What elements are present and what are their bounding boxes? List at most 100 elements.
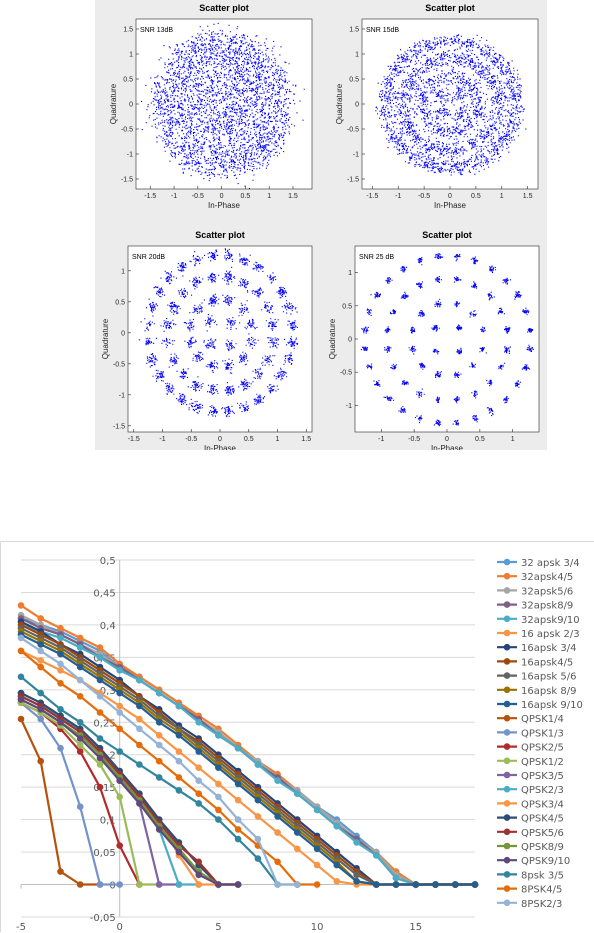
y-tick-label: 0,15 (93, 783, 115, 794)
legend-item: 16apsk 3/4 (497, 643, 576, 654)
x-tick-label: 0 (220, 193, 224, 200)
x-tick-label: 5 (215, 922, 221, 933)
scatter-axes-box (135, 18, 313, 190)
data-point (136, 715, 143, 723)
y-tick-label: -0.5 (113, 361, 125, 368)
x-tick-label: -1 (378, 436, 384, 443)
legend-item: 8psk 3/5 (497, 870, 564, 881)
data-point (215, 732, 222, 739)
scatter-point-cloud (141, 22, 305, 190)
series-line (20, 614, 475, 886)
y-tick-label: -1.5 (121, 177, 133, 184)
data-point (155, 881, 163, 888)
legend-item: 8PSK2/3 (497, 899, 562, 910)
data-point (195, 790, 202, 797)
x-axis-label: In-Phase (208, 201, 241, 210)
legend-item: 32apsk9/10 (497, 615, 580, 626)
data-point (136, 702, 143, 710)
legend-item: 16 apsk 2/3 (497, 629, 580, 640)
data-point (76, 663, 84, 671)
data-point (17, 696, 25, 703)
series-2 (17, 611, 479, 888)
data-point (412, 881, 420, 888)
y-tick-label: -0.5 (121, 127, 133, 134)
data-point (76, 634, 84, 642)
series-group (17, 602, 479, 888)
x-tick-label: -1.5 (144, 193, 156, 200)
x-axis-label: In-Phase (204, 444, 237, 450)
series-line (20, 650, 318, 886)
data-point (333, 878, 341, 885)
legend-swatch-marker (503, 743, 511, 750)
legend-item: 8PSK4/5 (497, 885, 562, 896)
legend-swatch-marker (503, 572, 511, 580)
data-point (37, 657, 44, 664)
data-point (215, 780, 222, 788)
x-tick-label: 1 (276, 436, 280, 443)
data-point (76, 748, 84, 755)
data-point (37, 757, 44, 765)
legend-swatch-marker (503, 885, 511, 892)
y-tick-label: -1 (127, 152, 133, 159)
y-tick-label: 0,1 (100, 816, 116, 827)
data-point (234, 835, 242, 843)
y-axis-label: Quadrature (101, 318, 110, 359)
legend-label: QPSK9/10 (521, 856, 570, 867)
data-point (17, 673, 25, 681)
legend-swatch-marker (503, 672, 511, 679)
data-point (254, 761, 262, 768)
scatter-title: Scatter plot (195, 230, 245, 240)
x-tick-label: -1 (395, 193, 401, 200)
data-point (234, 826, 242, 833)
data-point (37, 641, 44, 648)
data-point (57, 660, 64, 668)
legend-item: 32 apsk 3/4 (497, 558, 580, 569)
scatter-point-cloud (138, 248, 298, 418)
data-point (37, 663, 44, 671)
data-point (37, 689, 44, 697)
data-point (195, 800, 202, 807)
data-point (175, 787, 183, 794)
legend-swatch-marker (503, 729, 511, 736)
data-point (76, 719, 84, 726)
y-tick-label: 0.5 (115, 299, 125, 306)
scatter-point-cloud (375, 34, 527, 176)
scatter-plot-panel: -1.5 -1 -0.5 0 0.5 1 1.5 1.5 1 0.5 0 -0.5 -1 -1.5 Scat… (95, 0, 547, 450)
data-point (136, 676, 143, 684)
data-point (57, 667, 64, 674)
data-point (17, 647, 25, 655)
data-point (294, 845, 301, 853)
data-point (195, 719, 202, 726)
data-point (175, 732, 183, 739)
data-point (37, 715, 44, 723)
data-point (96, 693, 104, 700)
y-tick-label: -1 (346, 403, 352, 410)
scatter-plot-4: -1 -0.5 0 0.5 1 1 0.5 0 -0.5 -1 Scatter plot In-Pha… (328, 230, 540, 450)
data-point (234, 744, 242, 752)
series-line (20, 604, 475, 886)
x-tick-label: -0.5 (185, 436, 197, 443)
series-line (20, 633, 475, 886)
legend: 32 apsk 3/4 32apsk4/5 32apsk5/6 32apsk8/9 32… (497, 558, 583, 910)
legend-item: 32apsk4/5 (497, 572, 573, 583)
data-point (373, 881, 380, 888)
data-point (116, 793, 123, 801)
y-tick-label: -1 (119, 392, 125, 399)
data-point (373, 852, 380, 859)
legend-label: QPSK1/2 (521, 757, 564, 768)
data-point (136, 725, 143, 733)
x-tick-label: 1.5 (301, 436, 311, 443)
data-point (175, 748, 183, 755)
data-point (215, 793, 222, 801)
data-point (195, 858, 202, 866)
data-point (313, 845, 321, 853)
data-point (96, 676, 104, 684)
y-tick-label: -0,05 (90, 913, 116, 924)
data-point (392, 881, 400, 888)
line-chart-panel: 0,5 0,45 0,4 0,35 0,3 0,25 0,2 0,15 0,1 0,05 0 -0,0… (0, 541, 594, 933)
legend-swatch-marker (503, 686, 511, 694)
legend-item: 16apsk 8/9 (497, 686, 576, 697)
legend-label: 32apsk4/5 (521, 572, 573, 583)
x-tick-label: 15 (409, 922, 422, 933)
data-point (313, 861, 321, 869)
